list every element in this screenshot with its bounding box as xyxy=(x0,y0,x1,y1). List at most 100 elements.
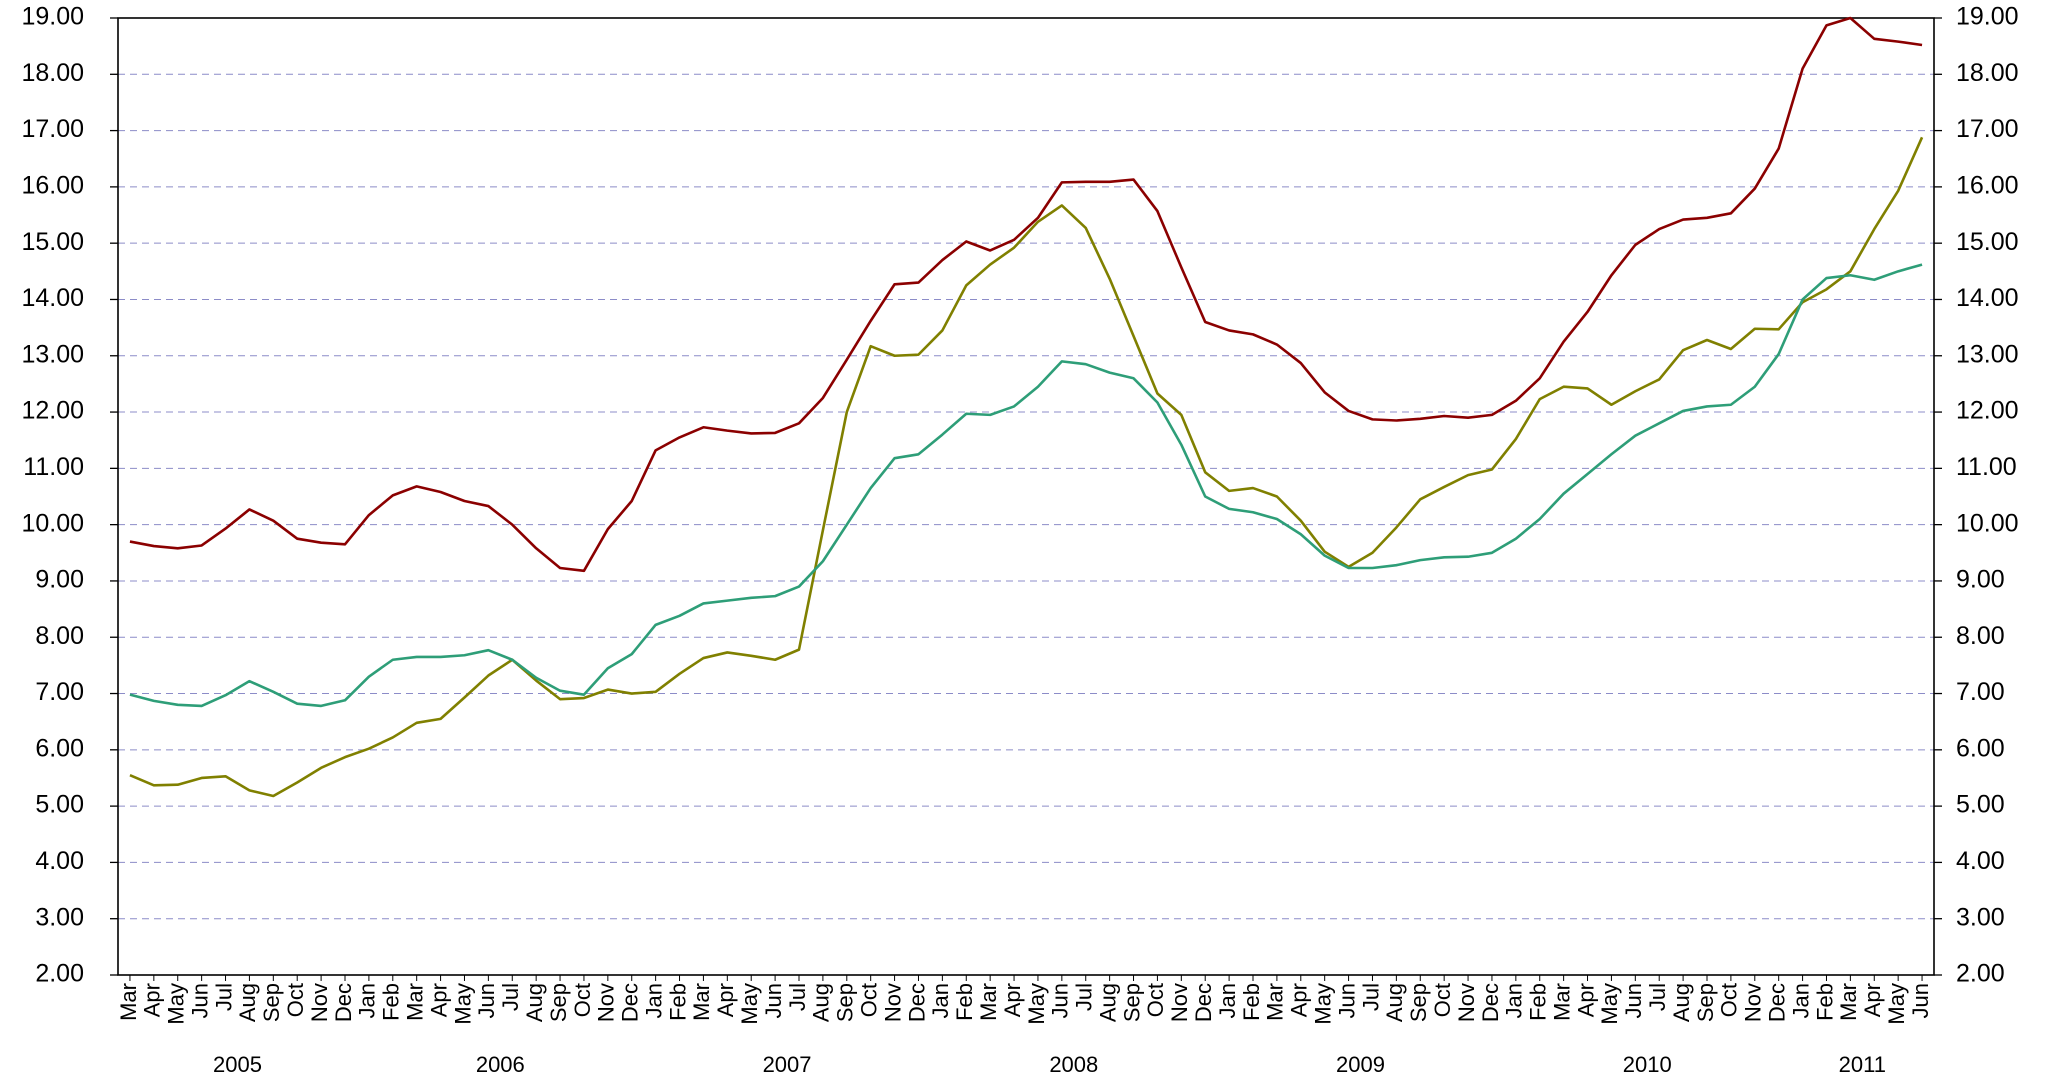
year-label: 2011 xyxy=(1839,1052,1886,1077)
x-tick-label: Feb xyxy=(665,983,690,1021)
series-line xyxy=(129,263,1923,708)
x-tick-label: Mar xyxy=(976,983,1001,1021)
y2-tick-label: 13.00 xyxy=(1956,340,2019,368)
x-tick-label: Jul xyxy=(1358,983,1383,1011)
x-tick-label: Apr xyxy=(1860,983,1885,1017)
x-tick-label: Dec xyxy=(618,983,643,1022)
y-tick-label: 15.00 xyxy=(21,228,84,256)
x-tick-label: Sep xyxy=(1119,983,1144,1022)
x-tick-label: Mar xyxy=(1836,983,1861,1021)
x-tick-label: Mar xyxy=(689,983,714,1021)
series-line xyxy=(129,16,1923,573)
y2-tick-label: 17.00 xyxy=(1956,115,2019,143)
y2-tick-label: 15.00 xyxy=(1956,228,2019,256)
x-tick-label: Jun xyxy=(1334,983,1359,1018)
year-label: 2005 xyxy=(213,1052,262,1077)
x-tick-label: Jan xyxy=(1788,983,1813,1018)
year-label: 2010 xyxy=(1623,1052,1672,1077)
x-tick-label: Aug xyxy=(1382,983,1407,1022)
x-tick-label: Dec xyxy=(1764,983,1789,1022)
x-tick-label: Mar xyxy=(116,983,141,1021)
x-tick-label: May xyxy=(164,983,189,1025)
plot-frame xyxy=(117,17,1935,976)
x-tick-label: Jul xyxy=(1645,983,1670,1011)
x-tick-label: Jul xyxy=(785,983,810,1011)
x-tick-label: Jun xyxy=(187,983,212,1018)
y-tick-label: 13.00 xyxy=(21,340,84,368)
y2-tick-label: 4.00 xyxy=(1956,847,2005,875)
x-tick-label: Feb xyxy=(1239,983,1264,1021)
x-tick-label: May xyxy=(737,983,762,1025)
y-tick-label: 10.00 xyxy=(21,509,84,537)
x-tick-label: Apr xyxy=(1287,983,1312,1017)
y-tick-label: 11.00 xyxy=(23,453,84,481)
x-tick-label: Sep xyxy=(1406,983,1431,1022)
x-tick-label: Nov xyxy=(594,983,619,1022)
x-tick-label: Aug xyxy=(809,983,834,1022)
x-tick-label: May xyxy=(1024,983,1049,1025)
year-label: 2007 xyxy=(763,1052,812,1077)
x-tick-label: Oct xyxy=(1430,983,1455,1017)
x-tick-label: Sep xyxy=(1693,983,1718,1022)
y-tick-label: 12.00 xyxy=(21,397,84,425)
x-tick-label: Aug xyxy=(522,983,547,1022)
x-tick-label: Jul xyxy=(1072,983,1097,1011)
y2-tick-label: 16.00 xyxy=(1956,171,2019,199)
y-tick-label: 17.00 xyxy=(21,115,84,143)
x-tick-label: Oct xyxy=(1143,983,1168,1017)
y-tick-label: 19.00 xyxy=(21,3,84,31)
x-tick-label: Sep xyxy=(259,983,284,1022)
y2-tick-label: 5.00 xyxy=(1956,791,2005,819)
x-tick-label: Jan xyxy=(641,983,666,1018)
x-tick-label: Jun xyxy=(761,983,786,1018)
y-tick-label: 7.00 xyxy=(35,678,84,706)
year-label: 2009 xyxy=(1336,1052,1385,1077)
x-tick-label: Mar xyxy=(1263,983,1288,1021)
y-tick-label: 8.00 xyxy=(35,622,84,650)
y-tick-label: 18.00 xyxy=(21,59,84,87)
x-tick-label: Sep xyxy=(546,983,571,1022)
x-tick-label: May xyxy=(1884,983,1909,1025)
x-tick-label: May xyxy=(450,983,475,1025)
y2-tick-label: 18.00 xyxy=(1956,59,2019,87)
x-tick-label: Oct xyxy=(283,983,308,1017)
y-tick-label: 16.00 xyxy=(21,171,84,199)
x-tick-label: Nov xyxy=(880,983,905,1022)
y2-tick-label: 7.00 xyxy=(1956,678,2005,706)
y-tick-label: 5.00 xyxy=(35,791,84,819)
x-tick-label: Nov xyxy=(1741,983,1766,1022)
x-tick-label: Apr xyxy=(1573,983,1598,1017)
year-label: 2008 xyxy=(1049,1052,1098,1077)
x-tick-label: Apr xyxy=(1000,983,1025,1017)
x-tick-label: Jan xyxy=(928,983,953,1018)
y-tick-label: 2.00 xyxy=(35,960,84,988)
x-tick-label: Mar xyxy=(1549,983,1574,1021)
x-tick-label: Dec xyxy=(904,983,929,1022)
y2-tick-label: 11.00 xyxy=(1956,453,2017,481)
x-tick-label: Sep xyxy=(833,983,858,1022)
x-tick-label: Jul xyxy=(211,983,236,1011)
x-tick-label: Feb xyxy=(379,983,404,1021)
x-tick-label: Dec xyxy=(1478,983,1503,1022)
y2-tick-label: 9.00 xyxy=(1956,566,2005,594)
y-tick-label: 4.00 xyxy=(35,847,84,875)
y2-tick-label: 3.00 xyxy=(1956,903,2005,931)
x-tick-label: Jun xyxy=(474,983,499,1018)
x-tick-label: May xyxy=(1597,983,1622,1025)
x-tick-label: Jan xyxy=(1215,983,1240,1018)
y2-tick-label: 14.00 xyxy=(1956,284,2019,312)
x-tick-label: Dec xyxy=(331,983,356,1022)
x-tick-label: Aug xyxy=(235,983,260,1022)
series-line xyxy=(129,136,1924,798)
x-tick-label: Aug xyxy=(1095,983,1120,1022)
y2-tick-label: 2.00 xyxy=(1956,960,2005,988)
x-tick-label: Jun xyxy=(1621,983,1646,1018)
y2-tick-label: 10.00 xyxy=(1956,509,2019,537)
x-tick-label: Oct xyxy=(856,983,881,1017)
x-tick-label: Jul xyxy=(498,983,523,1011)
y-tick-label: 3.00 xyxy=(35,903,84,931)
y2-tick-label: 6.00 xyxy=(1956,734,2005,762)
x-tick-label: Jan xyxy=(1502,983,1527,1018)
y-tick-label: 9.00 xyxy=(35,566,84,594)
year-label: 2006 xyxy=(476,1052,525,1077)
